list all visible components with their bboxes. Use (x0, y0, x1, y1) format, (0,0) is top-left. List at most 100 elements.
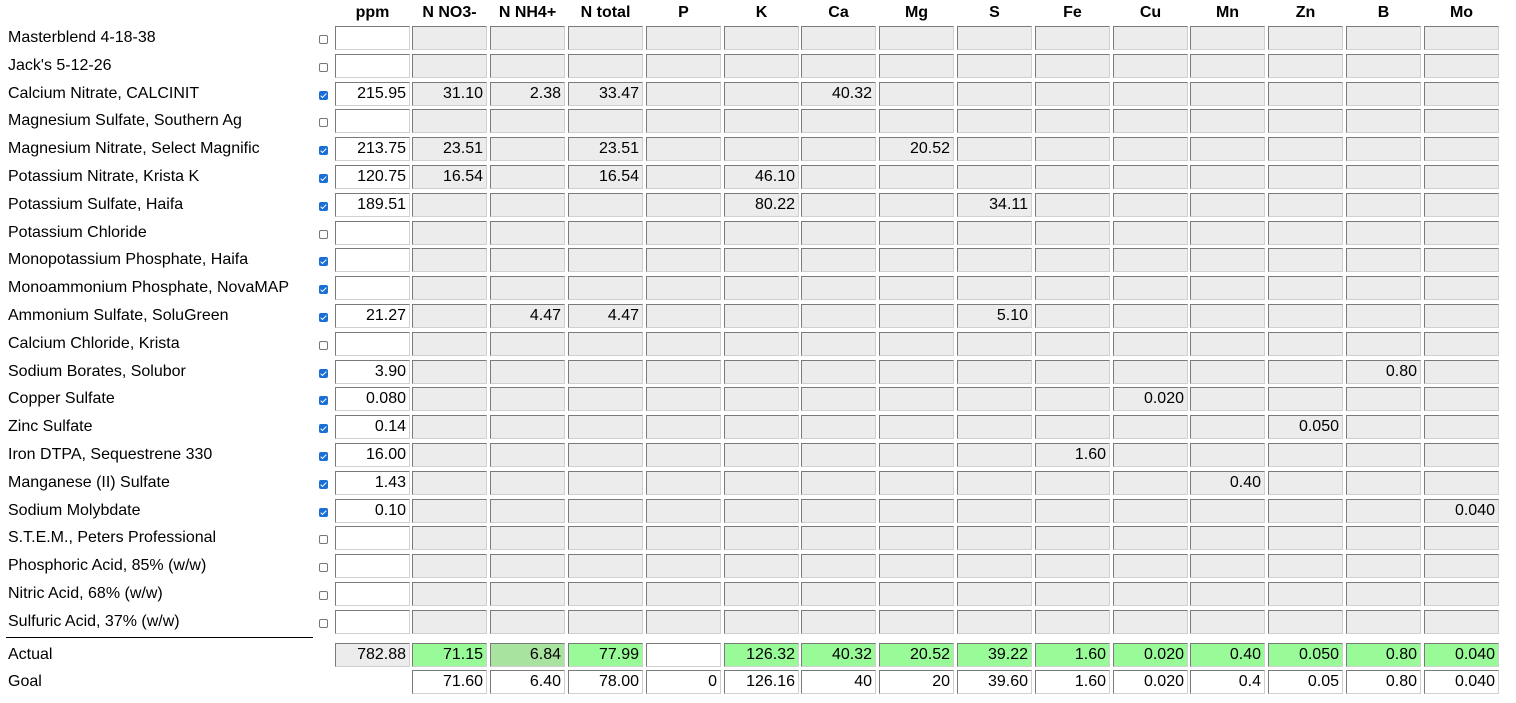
ppm-input[interactable]: 0.14 (335, 415, 410, 439)
ingredient-checkbox[interactable] (319, 591, 328, 600)
ppm-input[interactable]: 0.10 (335, 499, 410, 523)
ingredient-checkbox[interactable] (319, 202, 328, 211)
ppm-input[interactable]: 120.75 (335, 165, 410, 189)
nutrient-cell-n-nh4 (490, 221, 565, 245)
ingredient-checkbox[interactable] (319, 257, 328, 266)
nutrient-cell-cu (1113, 304, 1188, 328)
ppm-input[interactable] (335, 554, 410, 578)
nutrient-cell-k (724, 554, 799, 578)
nutrient-cell-cu (1113, 554, 1188, 578)
ingredient-checkbox[interactable] (319, 452, 328, 461)
ingredient-checkbox[interactable] (319, 619, 328, 628)
nutrient-cell-b (1346, 471, 1421, 495)
goal-input-zn[interactable]: 0.05 (1268, 670, 1343, 694)
ppm-input[interactable] (335, 332, 410, 356)
nutrient-cell-s: 5.10 (957, 304, 1032, 328)
ingredient-label: Calcium Chloride, Krista (8, 335, 180, 352)
nutrient-cell-k (724, 26, 799, 50)
nutrient-cell-p (646, 54, 721, 78)
ingredient-checkbox[interactable] (319, 285, 328, 294)
ppm-input[interactable] (335, 54, 410, 78)
ppm-input[interactable]: 21.27 (335, 304, 410, 328)
goal-input-n-nh4[interactable]: 6.40 (490, 670, 565, 694)
nutrient-cell-ca (801, 193, 876, 217)
nutrient-cell-cu (1113, 471, 1188, 495)
nutrient-cell-ca (801, 54, 876, 78)
ingredient-checkbox[interactable] (319, 35, 328, 44)
nutrient-cell-zn (1268, 387, 1343, 411)
ppm-input[interactable] (335, 582, 410, 606)
ingredient-checkbox[interactable] (319, 563, 328, 572)
ingredient-checkbox[interactable] (319, 341, 328, 350)
nutrient-cell-n-no3 (412, 276, 487, 300)
ingredient-checkbox[interactable] (319, 369, 328, 378)
goal-input-n-total[interactable]: 78.00 (568, 670, 643, 694)
nutrient-cell-cu (1113, 165, 1188, 189)
ppm-input[interactable] (335, 109, 410, 133)
ppm-input[interactable]: 215.95 (335, 82, 410, 106)
nutrient-cell-mo (1424, 221, 1499, 245)
ingredient-checkbox[interactable] (319, 535, 328, 544)
ppm-input[interactable]: 189.51 (335, 193, 410, 217)
nutrient-cell-fe (1035, 610, 1110, 634)
goal-input-mo[interactable]: 0.040 (1424, 670, 1499, 694)
nutrient-cell-s (957, 415, 1032, 439)
nutrient-cell-n-total (568, 610, 643, 634)
ppm-input[interactable] (335, 221, 410, 245)
nutrient-cell-cu (1113, 137, 1188, 161)
ppm-input[interactable] (335, 610, 410, 634)
goal-input-cu[interactable]: 0.020 (1113, 670, 1188, 694)
ppm-input[interactable] (335, 26, 410, 50)
goal-input-p[interactable]: 0 (646, 670, 721, 694)
nutrient-cell-n-no3 (412, 360, 487, 384)
nutrient-cell-zn (1268, 526, 1343, 550)
nutrient-cell-ca (801, 499, 876, 523)
nutrient-cell-mo (1424, 387, 1499, 411)
goal-input-s[interactable]: 39.60 (957, 670, 1032, 694)
ingredient-checkbox[interactable] (319, 91, 328, 100)
ingredient-checkbox[interactable] (319, 146, 328, 155)
nutrient-cell-fe (1035, 499, 1110, 523)
ingredient-checkbox[interactable] (319, 396, 328, 405)
nutrient-cell-n-no3: 31.10 (412, 82, 487, 106)
nutrient-cell-k (724, 82, 799, 106)
ingredient-checkbox[interactable] (319, 118, 328, 127)
ppm-input[interactable]: 3.90 (335, 360, 410, 384)
ingredient-checkbox[interactable] (319, 230, 328, 239)
ingredient-checkbox[interactable] (319, 508, 328, 517)
goal-input-ca[interactable]: 40 (801, 670, 876, 694)
ppm-input[interactable]: 0.080 (335, 387, 410, 411)
goal-input-k[interactable]: 126.16 (724, 670, 799, 694)
nutrient-cell-p (646, 415, 721, 439)
nutrient-cell-n-nh4 (490, 276, 565, 300)
nutrient-cell-mg (879, 109, 954, 133)
ingredient-checkbox[interactable] (319, 313, 328, 322)
ingredient-checkbox[interactable] (319, 174, 328, 183)
goal-input-fe[interactable]: 1.60 (1035, 670, 1110, 694)
ppm-input[interactable]: 213.75 (335, 137, 410, 161)
actual-cell-n-total: 77.99 (568, 643, 643, 667)
nutrient-cell-mo (1424, 54, 1499, 78)
nutrient-cell-s (957, 443, 1032, 467)
actual-cell-s: 39.22 (957, 643, 1032, 667)
ingredient-checkbox[interactable] (319, 480, 328, 489)
ppm-input[interactable]: 1.43 (335, 471, 410, 495)
nutrient-cell-mn (1190, 221, 1265, 245)
actual-cell-cu: 0.020 (1113, 643, 1188, 667)
nutrient-cell-b (1346, 276, 1421, 300)
goal-input-b[interactable]: 0.80 (1346, 670, 1421, 694)
goal-input-mg[interactable]: 20 (879, 670, 954, 694)
nutrient-cell-ca: 40.32 (801, 82, 876, 106)
nutrient-cell-n-no3 (412, 221, 487, 245)
ingredient-checkbox[interactable] (319, 63, 328, 72)
ppm-input[interactable]: 16.00 (335, 443, 410, 467)
goal-input-mn[interactable]: 0.4 (1190, 670, 1265, 694)
nutrient-cell-b (1346, 248, 1421, 272)
goal-input-n-no3[interactable]: 71.60 (412, 670, 487, 694)
ingredient-checkbox[interactable] (319, 424, 328, 433)
ppm-input[interactable] (335, 276, 410, 300)
nutrient-cell-ca (801, 610, 876, 634)
ppm-input[interactable] (335, 248, 410, 272)
ppm-input[interactable] (335, 526, 410, 550)
nutrient-cell-mo (1424, 610, 1499, 634)
